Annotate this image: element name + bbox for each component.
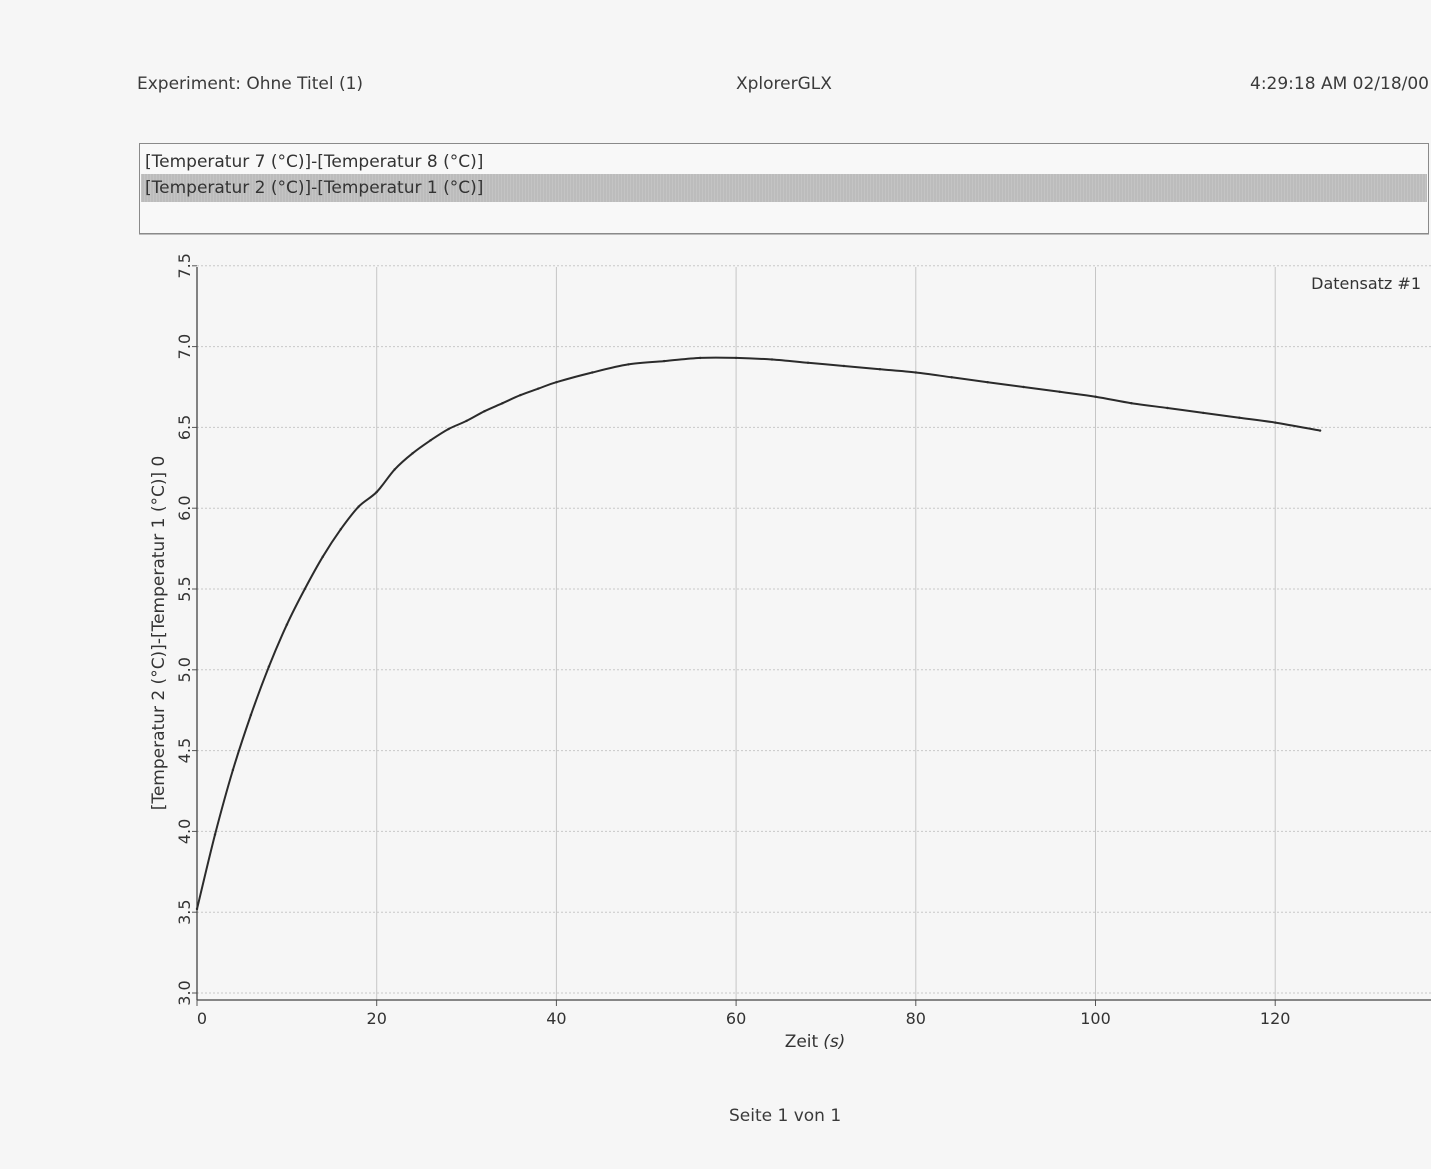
x-tick-label: 120 xyxy=(1260,1009,1291,1028)
data-point xyxy=(537,387,540,390)
data-point xyxy=(1318,429,1322,432)
data-point xyxy=(806,361,810,364)
data-point xyxy=(555,381,558,384)
y-tick-label: 6.0 xyxy=(175,495,194,520)
series-legend-list[interactable]: [Temperatur 7 (°C)]-[Temperatur 8 (°C)] … xyxy=(139,143,1429,234)
data-point xyxy=(483,410,486,413)
y-axis-title: [Temperatur 2 (°C)]-[Temperatur 1 (°C)] … xyxy=(149,456,169,811)
data-point xyxy=(734,356,738,360)
data-point xyxy=(1238,416,1241,419)
data-point xyxy=(699,356,702,360)
x-tick-label: 100 xyxy=(1080,1009,1111,1028)
y-tick-label: 7.5 xyxy=(175,253,194,278)
x-tick-label: 60 xyxy=(726,1009,746,1028)
data-point xyxy=(1130,402,1133,405)
y-tick-label: 5.0 xyxy=(175,657,194,682)
data-point xyxy=(1274,421,1277,424)
data-point xyxy=(770,358,774,361)
data-point xyxy=(1094,395,1097,398)
y-tick-label: 4.5 xyxy=(175,738,194,763)
x-tick-labels: 0 20 40 60 80 100 120 xyxy=(197,1009,1291,1028)
data-point xyxy=(231,768,235,772)
data-point xyxy=(591,371,594,374)
data-point xyxy=(447,427,450,431)
data-point xyxy=(842,364,846,368)
y-tick-label: 6.5 xyxy=(175,415,194,440)
data-point xyxy=(1058,390,1061,393)
data-point xyxy=(375,490,378,494)
y-tick-label: 3.0 xyxy=(175,980,194,1005)
series-layer xyxy=(195,356,1322,911)
data-point xyxy=(213,833,217,836)
data-point xyxy=(663,359,666,363)
data-point xyxy=(303,587,306,591)
data-point xyxy=(393,468,396,471)
data-point xyxy=(1166,406,1169,410)
data-point xyxy=(914,371,917,374)
data-point xyxy=(267,665,271,668)
series-line-0 xyxy=(196,356,1322,910)
data-point xyxy=(986,381,989,384)
data-point xyxy=(195,907,199,911)
x-axis-title: Zeit (s) xyxy=(785,1032,846,1052)
y-tick-label: 3.5 xyxy=(175,899,194,924)
x-tick-label: 20 xyxy=(367,1009,387,1028)
data-point xyxy=(411,452,414,455)
data-point xyxy=(321,555,324,558)
y-tick-label: 7.0 xyxy=(175,334,194,359)
x-tick-label: 0 xyxy=(197,1009,207,1028)
chart-grid xyxy=(197,265,1431,1000)
timestamp: 4:29:18 AM 02/18/00 xyxy=(1250,74,1429,94)
chart-axes xyxy=(192,265,1431,1006)
experiment-title: Experiment: Ohne Titel (1) xyxy=(137,74,364,94)
app-name: XplorerGLX xyxy=(736,74,832,94)
y-tick-label: 5.5 xyxy=(175,576,194,601)
legend-item-temperatur-7-8[interactable]: [Temperatur 7 (°C)]-[Temperatur 8 (°C)] xyxy=(145,152,484,172)
data-point xyxy=(1202,411,1205,415)
data-point xyxy=(357,505,360,508)
data-point xyxy=(501,402,504,405)
dataset-label: Datensatz #1 xyxy=(1311,274,1421,293)
x-axis-title-unit: (s) xyxy=(823,1032,845,1052)
data-point xyxy=(249,713,253,717)
data-point xyxy=(429,439,432,442)
data-point xyxy=(519,393,522,397)
data-point xyxy=(950,376,953,379)
y-tick-label: 4.0 xyxy=(175,819,194,844)
x-tick-label: 80 xyxy=(906,1009,926,1028)
data-point xyxy=(285,623,289,626)
data-point xyxy=(1022,385,1025,389)
x-tick-label: 40 xyxy=(546,1009,566,1028)
data-point xyxy=(339,528,342,531)
x-axis-title-main: Zeit xyxy=(785,1032,819,1052)
y-tick-labels: 3.0 3.5 4.0 4.5 5.0 5.5 6.0 6.5 7.0 7.5 xyxy=(175,253,194,1006)
data-point xyxy=(627,363,630,366)
data-point xyxy=(465,419,468,423)
page-number: Seite 1 von 1 xyxy=(729,1106,842,1126)
data-point xyxy=(878,368,882,371)
legend-item-temperatur-2-1[interactable]: [Temperatur 2 (°C)]-[Temperatur 1 (°C)] xyxy=(141,174,1427,202)
